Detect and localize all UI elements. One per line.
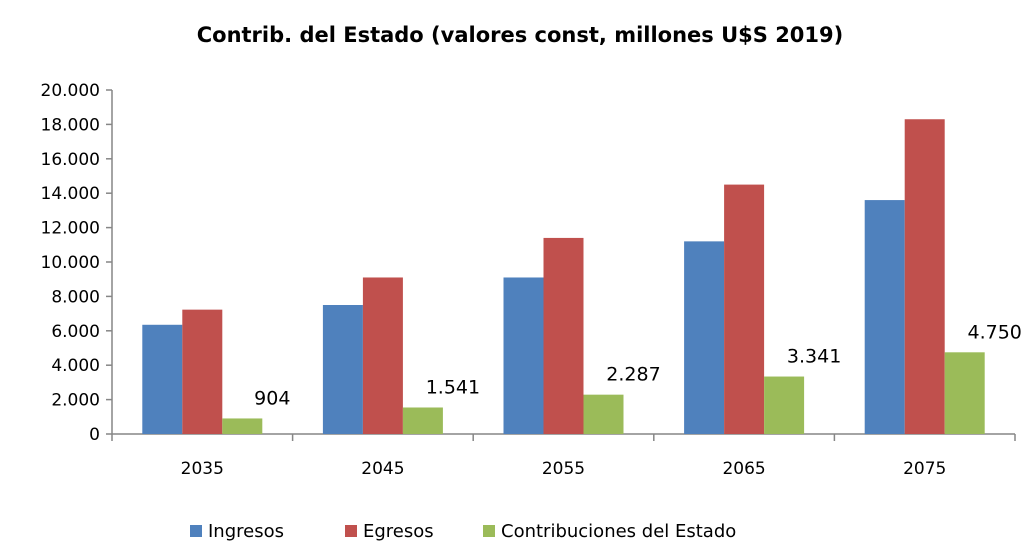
y-tick-label: 12.000 (41, 219, 100, 239)
x-tick-label: 2075 (903, 459, 946, 479)
bar-contribuciones-del-estado (583, 394, 624, 434)
bar-contribuciones-del-estado (402, 407, 443, 434)
y-tick-label: 18.000 (41, 115, 100, 135)
y-tick-label: 2.000 (51, 391, 100, 411)
bar-egresos (904, 119, 945, 435)
x-tick-label: 2065 (722, 459, 765, 479)
legend-label: Contribuciones del Estado (501, 521, 736, 542)
bar-contribuciones-del-estado (944, 352, 985, 434)
bar-egresos (182, 309, 223, 434)
bar-contribuciones-del-estado (222, 418, 263, 434)
bar-contribuciones-del-estado (764, 376, 805, 434)
bar-ingresos (503, 277, 544, 434)
y-tick-label: 6.000 (51, 322, 100, 342)
y-tick-label: 0 (89, 425, 100, 445)
legend-label: Ingresos (208, 521, 284, 542)
y-tick-label: 10.000 (41, 253, 100, 273)
legend-swatch (483, 525, 495, 537)
legend-swatch (190, 525, 202, 537)
y-tick-label: 4.000 (51, 356, 100, 376)
x-tick-label: 2045 (361, 459, 404, 479)
y-axis: 0 2.000 4.000 6.000 8.000 10.000 12.000 14.000 1… (41, 81, 113, 445)
legend-swatch (345, 525, 357, 537)
data-label: 4.750 (967, 321, 1021, 343)
chart-title: Contrib. del Estado (valores const, mill… (197, 23, 844, 47)
x-axis: 2035 2045 2055 2065 2075 (111, 433, 1016, 479)
y-tick-label: 16.000 (41, 150, 100, 170)
bar-ingresos (322, 305, 363, 434)
bars: 904 1.541 2.287 3.341 4.750 (142, 119, 1022, 435)
bar-ingresos (864, 200, 905, 434)
bar-egresos (724, 184, 765, 434)
bar-ingresos (142, 324, 183, 434)
x-tick-label: 2055 (542, 459, 585, 479)
bar-egresos (543, 237, 584, 434)
bar-ingresos (684, 241, 725, 434)
data-label: 2.287 (606, 364, 660, 386)
data-label: 904 (254, 387, 290, 409)
legend-label: Egresos (363, 521, 434, 542)
y-tick-label: 20.000 (41, 81, 100, 101)
y-tick-label: 14.000 (41, 184, 100, 204)
legend: Ingresos Egresos Contribuciones del Estado (190, 521, 736, 542)
y-tick-label: 8.000 (51, 287, 100, 307)
x-tick-label: 2035 (181, 459, 224, 479)
bar-egresos (362, 277, 403, 434)
data-label: 3.341 (787, 346, 841, 368)
data-label: 1.541 (426, 376, 480, 398)
